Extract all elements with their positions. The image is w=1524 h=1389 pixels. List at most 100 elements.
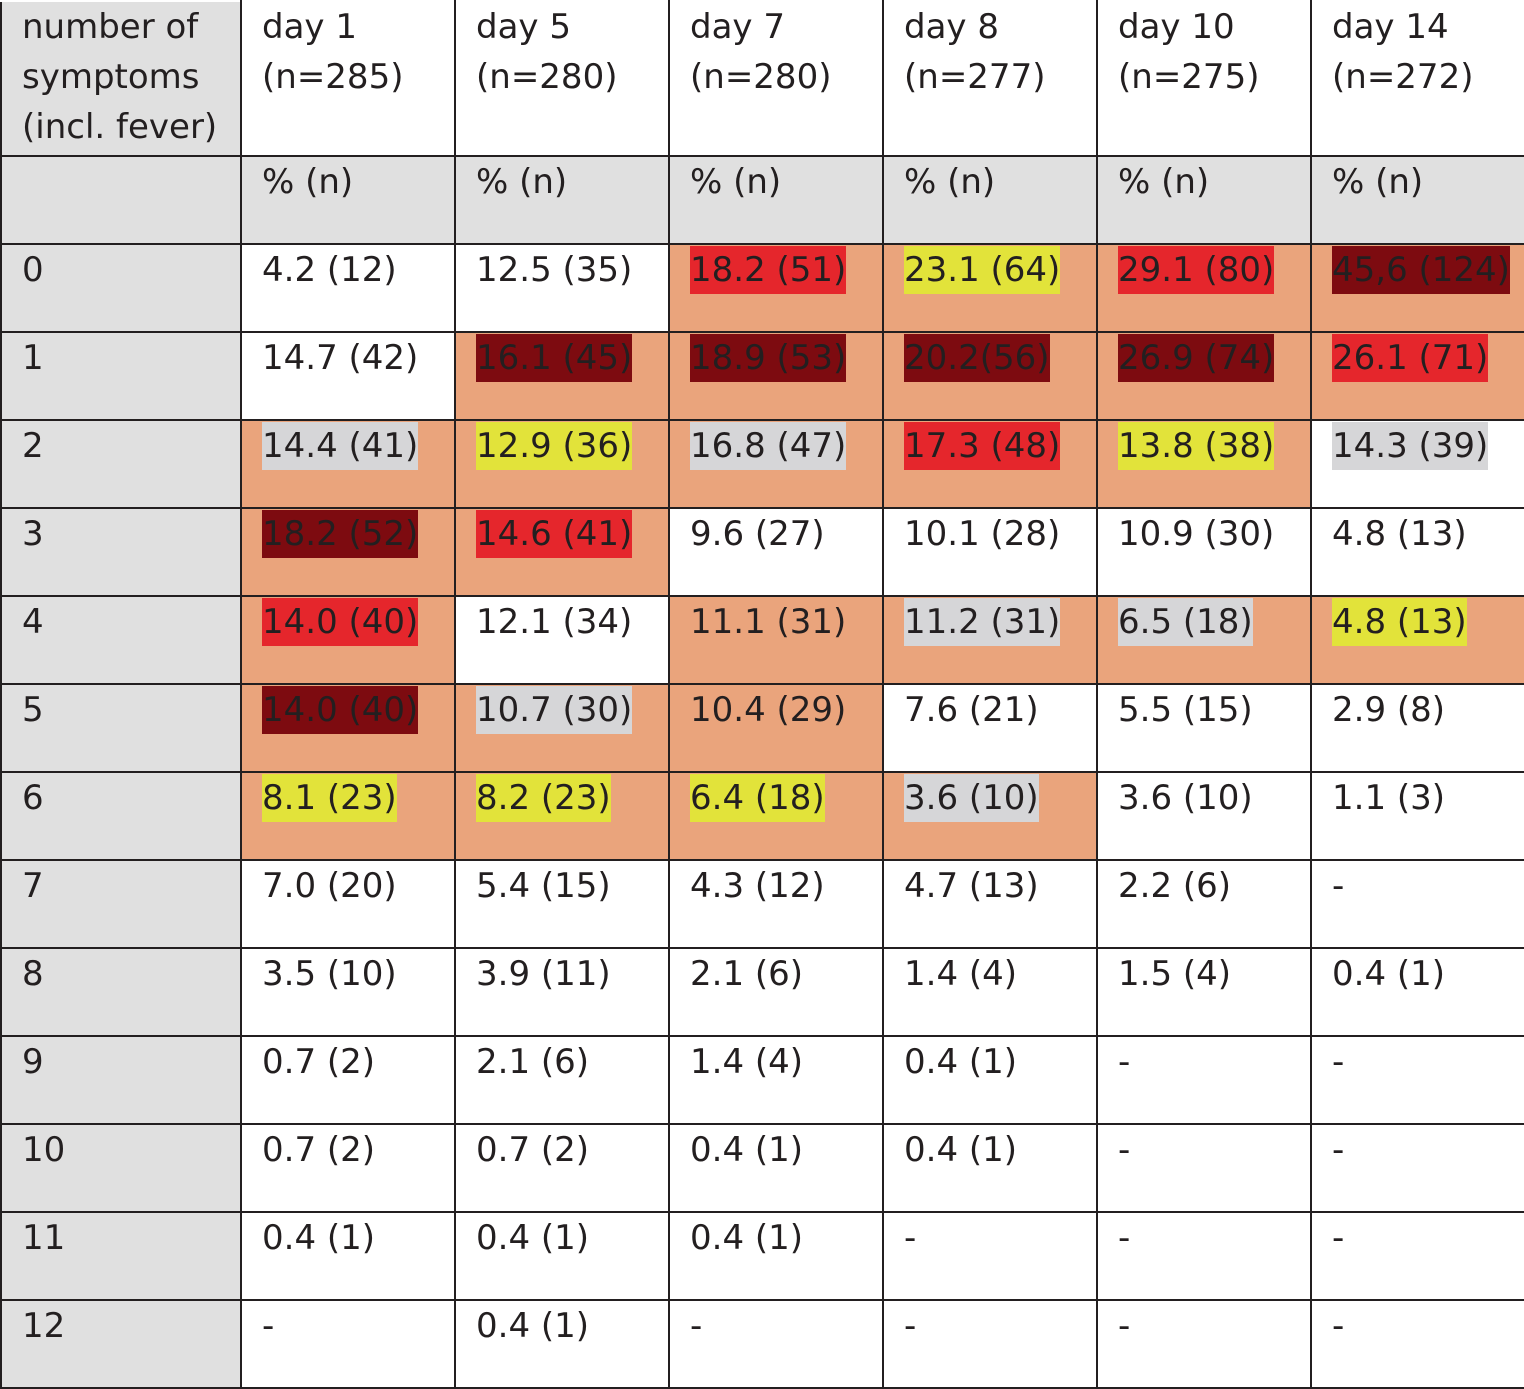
table-cell: 14.7 (42) <box>240 331 456 421</box>
cell-value: 17.3 (48) <box>904 422 1061 470</box>
cell-value: 16.1 (45) <box>476 334 633 382</box>
table-row: 4 14.0 (40) 12.1 (34) 11.1 (31) 11.2 (31) 6.5… <box>0 595 1524 685</box>
cell-value: 12.1 (34) <box>476 602 633 642</box>
header-day-cell: day 14 (n=272) <box>1310 0 1524 157</box>
cell-value: 7.0 (20) <box>262 866 397 906</box>
table-cell: 17.3 (48) <box>882 419 1098 509</box>
table-cell: 29.1 (80) <box>1096 243 1312 333</box>
cell-value: 5.5 (15) <box>1118 690 1253 730</box>
cell-value: 10.4 (29) <box>690 690 847 730</box>
table-row: 10 0.7 (2) 0.7 (2) 0.4 (1) 0.4 (1) - - <box>0 1123 1524 1213</box>
header-day-label: day 8 <box>904 7 999 47</box>
cell-value: 3.6 (10) <box>1118 778 1253 818</box>
header-day-cell: day 5 (n=280) <box>454 0 670 157</box>
symptom-count-cell: 12 <box>0 1299 242 1389</box>
header-first-line-1: number of <box>22 7 199 47</box>
table-cell: 4.2 (12) <box>240 243 456 333</box>
table-cell: 5.5 (15) <box>1096 683 1312 773</box>
cell-value: 12.5 (35) <box>476 250 633 290</box>
cell-value: 3.5 (10) <box>262 954 397 994</box>
table-cell: 4.7 (13) <box>882 859 1098 949</box>
table-cell: 9.6 (27) <box>668 507 884 597</box>
table-cell: 26.1 (71) <box>1310 331 1524 421</box>
cell-value: 0.4 (1) <box>1332 954 1446 994</box>
table-cell: - <box>668 1299 884 1389</box>
cell-value: 0.4 (1) <box>690 1218 804 1258</box>
cell-value: 14.4 (41) <box>262 422 419 470</box>
cell-value: 26.9 (74) <box>1118 334 1275 382</box>
cell-value: 10.1 (28) <box>904 514 1061 554</box>
table-cell: 7.6 (21) <box>882 683 1098 773</box>
table-row: 3 18.2 (52) 14.6 (41) 9.6 (27) 10.1 (28) 10.9… <box>0 507 1524 597</box>
cell-value: 3.6 (10) <box>904 774 1039 822</box>
header-day-n: (n=272) <box>1332 57 1474 97</box>
cell-value: 2.9 (8) <box>1332 690 1446 730</box>
table-cell: 3.6 (10) <box>1096 771 1312 861</box>
table-cell: 12.9 (36) <box>454 419 670 509</box>
table-cell: 4.3 (12) <box>668 859 884 949</box>
header-day-label: day 10 <box>1118 7 1235 47</box>
table-cell: 0.4 (1) <box>1310 947 1524 1037</box>
cell-value: 14.0 (40) <box>262 686 419 734</box>
table-row: 9 0.7 (2) 2.1 (6) 1.4 (4) 0.4 (1) - - <box>0 1035 1524 1125</box>
cell-value: - <box>1118 1130 1131 1170</box>
table-cell: 23.1 (64) <box>882 243 1098 333</box>
cell-value: 4.2 (12) <box>262 250 397 290</box>
unit-label-cell: % (n) <box>668 155 884 245</box>
table-cell: 0.4 (1) <box>240 1211 456 1301</box>
table-cell: 6.5 (18) <box>1096 595 1312 685</box>
header-day-cell: day 7 (n=280) <box>668 0 884 157</box>
table-cell: - <box>240 1299 456 1389</box>
header-day-n: (n=280) <box>690 57 832 97</box>
cell-value: 11.1 (31) <box>690 602 847 642</box>
cell-value: 4.8 (13) <box>1332 598 1467 646</box>
cell-value: 3.9 (11) <box>476 954 611 994</box>
table-cell: 10.7 (30) <box>454 683 670 773</box>
table-row: 11 0.4 (1) 0.4 (1) 0.4 (1) - - - <box>0 1211 1524 1301</box>
header-day-n: (n=280) <box>476 57 618 97</box>
cell-value: 4.3 (12) <box>690 866 825 906</box>
table-cell: 1.1 (3) <box>1310 771 1524 861</box>
cell-value: 14.0 (40) <box>262 598 419 646</box>
cell-value: 18.2 (51) <box>690 246 847 294</box>
unit-label-cell: % (n) <box>454 155 670 245</box>
symptom-count-cell: 3 <box>0 507 242 597</box>
table-cell: 2.1 (6) <box>454 1035 670 1125</box>
unit-row: % (n) % (n) % (n) % (n) % (n) % (n) <box>0 155 1524 245</box>
header-day-n: (n=285) <box>262 57 404 97</box>
cell-value: - <box>1332 1042 1345 1082</box>
cell-value: 14.6 (41) <box>476 510 633 558</box>
cell-value: 4.7 (13) <box>904 866 1039 906</box>
cell-value: 29.1 (80) <box>1118 246 1275 294</box>
cell-value: 0.7 (2) <box>476 1130 590 1170</box>
symptom-count-cell: 5 <box>0 683 242 773</box>
table-cell: 12.5 (35) <box>454 243 670 333</box>
cell-value: 0.4 (1) <box>904 1130 1018 1170</box>
table-cell: 14.0 (40) <box>240 595 456 685</box>
table-cell: 13.8 (38) <box>1096 419 1312 509</box>
header-first-line-2: symptoms <box>22 57 200 97</box>
table-cell: 0.4 (1) <box>668 1211 884 1301</box>
cell-value: 2.1 (6) <box>690 954 804 994</box>
symptom-count-cell: 7 <box>0 859 242 949</box>
cell-value: - <box>1332 1306 1345 1346</box>
table-cell: 18.9 (53) <box>668 331 884 421</box>
table-cell: 10.1 (28) <box>882 507 1098 597</box>
unit-label-cell: % (n) <box>882 155 1098 245</box>
cell-value: 0.4 (1) <box>690 1130 804 1170</box>
table-cell: 14.0 (40) <box>240 683 456 773</box>
table-cell: 0.7 (2) <box>240 1123 456 1213</box>
table-cell: 26.9 (74) <box>1096 331 1312 421</box>
symptom-count-cell: 1 <box>0 331 242 421</box>
cell-value: - <box>1118 1042 1131 1082</box>
table-cell: 1.4 (4) <box>882 947 1098 1037</box>
table-cell: 11.2 (31) <box>882 595 1098 685</box>
cell-value: 6.4 (18) <box>690 774 825 822</box>
symptom-count-cell: 0 <box>0 243 242 333</box>
table-cell: 5.4 (15) <box>454 859 670 949</box>
header-day-n: (n=275) <box>1118 57 1260 97</box>
header-row: number of symptoms (incl. fever) day 1 (… <box>0 0 1524 157</box>
table-cell: 2.2 (6) <box>1096 859 1312 949</box>
